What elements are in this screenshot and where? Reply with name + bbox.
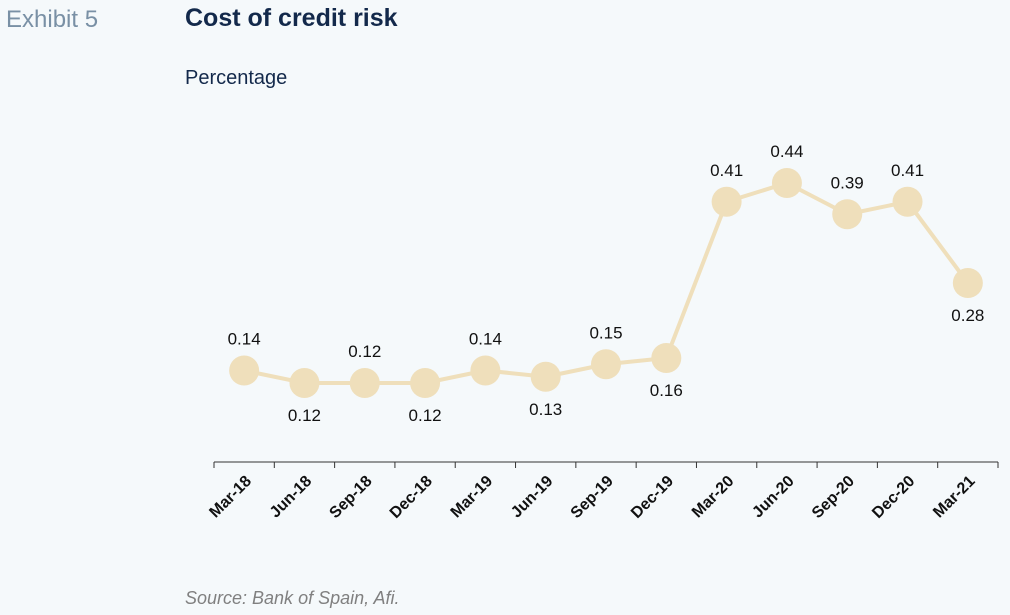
exhibit-label: Exhibit 5 xyxy=(6,6,99,33)
data-label: 0.44 xyxy=(770,142,803,161)
data-point xyxy=(711,186,742,217)
data-label: 0.14 xyxy=(469,330,502,349)
data-label: 0.28 xyxy=(951,306,984,325)
x-axis-ticks xyxy=(213,462,999,468)
x-tick-label: Jun-19 xyxy=(508,473,557,522)
x-tick-label: Mar-19 xyxy=(448,473,497,522)
x-tick-label: Mar-21 xyxy=(930,473,979,522)
data-point xyxy=(591,349,621,380)
data-label: 0.16 xyxy=(650,381,683,400)
x-tick-label: Sep-19 xyxy=(568,473,617,522)
x-tick-label: Dec-20 xyxy=(869,473,918,522)
data-point xyxy=(952,268,983,298)
data-point xyxy=(289,368,320,398)
series-markers xyxy=(229,168,983,398)
x-tick-label: Dec-19 xyxy=(628,473,677,522)
data-label: 0.41 xyxy=(891,161,924,180)
data-label: 0.12 xyxy=(409,406,442,425)
x-tick-label: Jun-20 xyxy=(749,473,798,522)
data-point xyxy=(349,368,380,398)
x-tick-label: Mar-20 xyxy=(689,473,738,522)
data-point xyxy=(771,168,802,198)
data-label: 0.41 xyxy=(710,161,743,180)
x-tick-label: Mar-18 xyxy=(206,473,255,522)
data-label: 0.12 xyxy=(348,342,381,361)
data-label: 0.39 xyxy=(831,173,864,192)
data-label: 0.14 xyxy=(228,330,261,349)
data-label: 0.13 xyxy=(529,400,562,419)
data-point xyxy=(229,355,260,386)
data-point xyxy=(530,361,561,392)
data-point xyxy=(410,368,441,398)
data-point xyxy=(651,343,682,373)
x-tick-label: Dec-18 xyxy=(387,473,436,522)
chart-subtitle: Percentage xyxy=(185,67,288,89)
chart-title: Cost of credit risk xyxy=(185,4,398,32)
data-label: 0.12 xyxy=(288,406,321,425)
x-axis-tick-labels: Mar-18 Jun-18 Sep-18 Dec-18 Mar-19 Jun-19 Sep-… xyxy=(206,473,978,522)
data-labels: 0.14 0.12 0.12 0.12 0.14 0.13 0.15 0.16 0.41 0.44… xyxy=(228,142,985,425)
data-point xyxy=(470,355,501,386)
x-tick-label: Sep-18 xyxy=(326,473,375,522)
data-label: 0.15 xyxy=(589,323,622,342)
data-point xyxy=(892,186,923,217)
x-tick-label: Sep-20 xyxy=(809,473,858,522)
source-note: Source: Bank of Spain, Afi. xyxy=(185,588,400,608)
x-tick-label: Jun-18 xyxy=(267,473,316,522)
data-point xyxy=(832,199,863,230)
